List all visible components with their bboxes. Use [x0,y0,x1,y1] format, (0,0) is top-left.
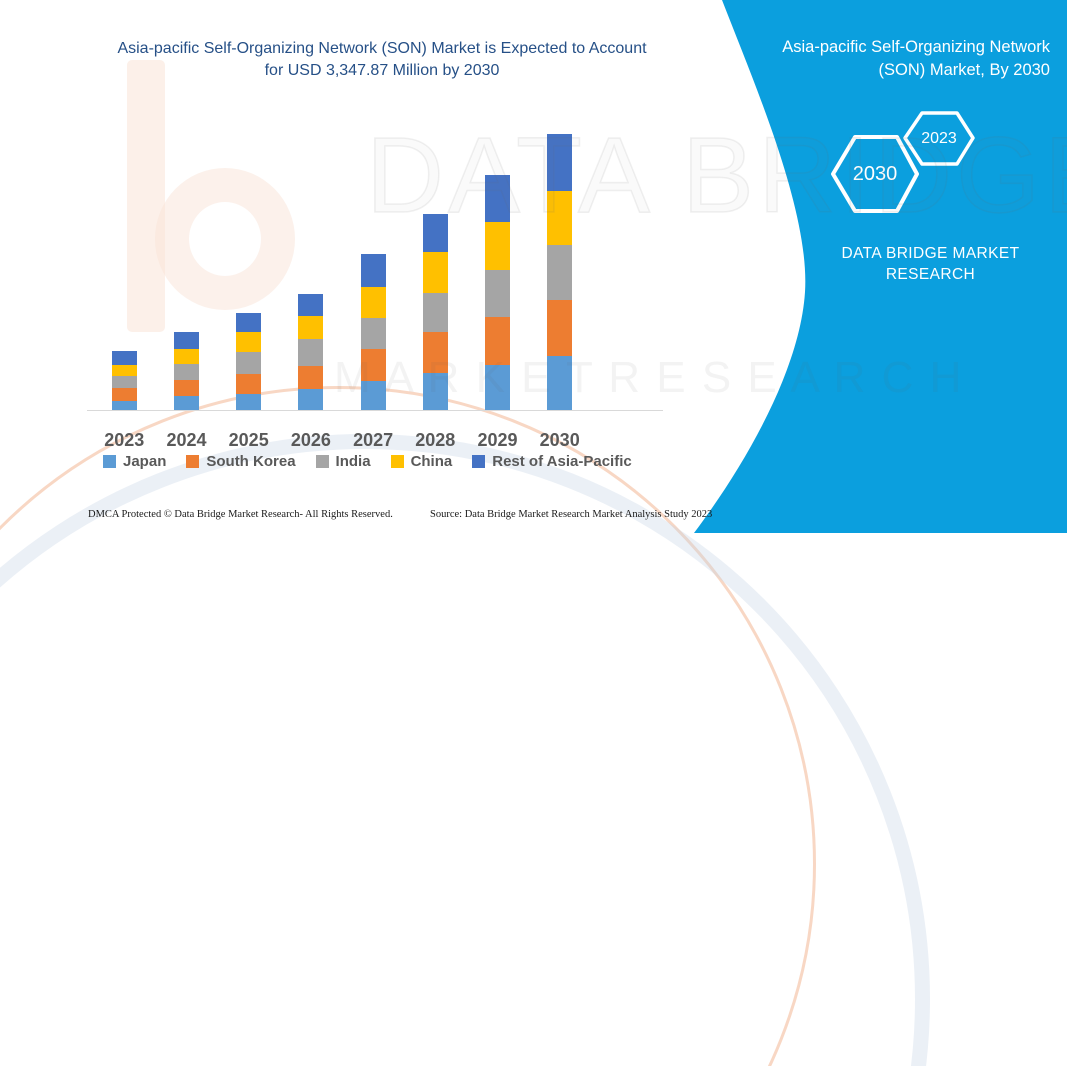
axis-label-2030: 2030 [539,430,580,450]
bar-segment-china-2024 [174,348,199,364]
bar-segment-india-2024 [174,363,199,380]
axis-label-2023: 2023 [104,430,145,450]
bar-segment-china-2026 [298,316,324,340]
axis-label-2026: 2026 [290,430,331,450]
footer-source-text: Source: Data Bridge Market Research Mark… [430,509,713,520]
legend-swatch [186,455,200,468]
brand-text-line1: DATA BRIDGE MARKET [841,245,1020,262]
bar-segment-south-korea-2024 [174,379,199,396]
bar-segment-china-2027 [360,286,386,318]
hexagon-2030: 2030 [830,134,920,214]
bar-segment-south-korea-2030 [547,300,573,356]
legend-swatch [390,455,404,468]
bar-segment-japan-2026 [298,388,324,410]
bar-segment-india-2029 [485,270,510,317]
chart-title-line2: for USD 3,347.87 Million by 2030 [264,62,500,79]
legend-label: India [335,453,371,470]
bar-segment-rest-of-asia-pacific-2030 [547,134,573,192]
brand-text-line2: RESEARCH [885,266,976,283]
bar-segment-rest-of-asia-pacific-2024 [174,332,199,349]
brand-text: DATA BRIDGE MARKET RESEARCH [818,243,1043,285]
bar-segment-india-2025 [236,351,262,374]
bar-segment-japan-2023 [111,401,137,410]
bar-segment-rest-of-asia-pacific-2029 [485,175,510,223]
bar-segment-china-2030 [547,191,573,246]
bar-segment-india-2028 [422,293,448,332]
bar-segment-china-2029 [485,222,510,270]
bar-segment-south-korea-2026 [298,365,324,389]
legend-item-china: China [390,453,453,470]
bar-segment-rest-of-asia-pacific-2023 [111,350,137,365]
axis-label-2027: 2027 [353,430,394,450]
side-panel-title: Asia-pacific Self-Organizing Network (SO… [730,36,1050,82]
bar-segment-india-2026 [298,339,324,366]
bar-segment-japan-2030 [547,356,573,410]
bar-segment-rest-of-asia-pacific-2026 [298,294,324,316]
legend-label: South Korea [206,453,296,470]
bar-segment-japan-2027 [360,380,386,410]
bar-segment-south-korea-2028 [422,332,448,373]
side-panel-title-line2: (SON) Market, By 2030 [878,61,1050,79]
bar-segment-south-korea-2027 [360,348,386,381]
legend-label: Rest of Asia-Pacific [492,453,632,470]
bar-segment-india-2023 [111,375,137,388]
hexagon-2023: 2023 [903,110,975,167]
bar-segment-japan-2028 [422,372,448,410]
axis-label-2025: 2025 [228,430,269,450]
axis-label-2029: 2029 [477,430,518,450]
hexagon-2023-outline [903,111,975,166]
legend-item-rest-of-asia-pacific: Rest of Asia-Pacific [472,453,632,470]
legend-swatch [472,455,486,468]
footer-dmca-text: DMCA Protected © Data Bridge Market Rese… [88,509,393,520]
chart-title-line1: Asia-pacific Self-Organizing Network (SO… [117,40,647,57]
legend-swatch [103,455,116,468]
hexagon-2023-label: 2023 [921,129,957,147]
legend-label: China [410,453,453,470]
bar-segment-japan-2029 [485,364,510,410]
bar-segment-india-2030 [547,245,573,301]
side-panel-title-line1: Asia-pacific Self-Organizing Network [782,38,1050,56]
hexagon-2030-label: 2030 [852,162,898,185]
axis-label-2024: 2024 [166,430,207,450]
chart-title: Asia-pacific Self-Organizing Network (SO… [30,38,734,82]
bar-segment-rest-of-asia-pacific-2025 [236,312,262,332]
legend-item-japan: Japan [103,453,166,470]
bar-segment-china-2025 [236,331,262,352]
bar-segment-japan-2025 [236,394,262,410]
logo-watermark-stem [127,60,165,332]
bar-segment-south-korea-2029 [485,317,510,365]
bar-segment-rest-of-asia-pacific-2028 [422,214,448,253]
legend-label: Japan [123,453,167,470]
bar-segment-india-2027 [360,317,386,349]
bar-segment-south-korea-2025 [236,373,262,394]
x-axis-line [87,410,663,411]
teal-side-panel [694,0,1067,533]
legend-item-india: India [315,453,371,470]
bar-segment-rest-of-asia-pacific-2027 [360,254,386,287]
hexagon-2030-outline [831,135,919,213]
legend-item-south-korea: South Korea [186,453,296,470]
legend-swatch [315,455,329,468]
bar-segment-china-2028 [422,252,448,293]
bar-segment-china-2023 [111,364,137,376]
axis-label-2028: 2028 [415,430,456,450]
bar-segment-japan-2024 [174,395,199,410]
bar-segment-south-korea-2023 [111,387,137,401]
chart-legend: Japan South Korea India China Rest of Asia-P… [103,453,632,470]
